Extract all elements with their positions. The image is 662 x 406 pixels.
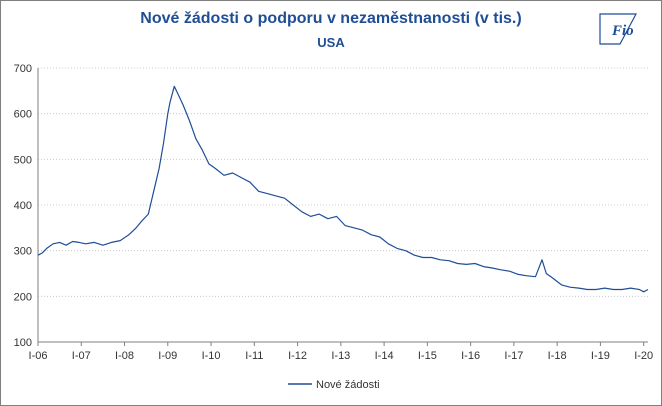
y-tick-label: 600	[14, 109, 32, 121]
fio-logo: Fio	[599, 13, 637, 45]
x-tick-label: I-17	[504, 350, 523, 362]
x-tick-label: I-09	[158, 350, 177, 362]
series-line	[37, 85, 649, 293]
x-tick-label: I-10	[202, 350, 221, 362]
svg-text:Fio: Fio	[611, 23, 634, 39]
y-tick-label: 700	[14, 63, 32, 75]
y-tick-label: 500	[14, 154, 32, 166]
x-tick-label: I-12	[288, 350, 307, 362]
x-tick-label: I-20	[634, 350, 653, 362]
x-tick-label: I-08	[115, 350, 134, 362]
x-tick-label: I-06	[29, 350, 48, 362]
x-tick-label: I-18	[548, 350, 567, 362]
y-tick-label: 200	[14, 291, 32, 303]
legend-label: Nové žádosti	[316, 379, 380, 391]
x-tick-label: I-14	[375, 350, 394, 362]
chart-title: Nové žádosti o podporu v nezaměstnanosti…	[140, 10, 522, 27]
x-tick-label: I-15	[418, 350, 437, 362]
y-tick-label: 400	[14, 200, 32, 212]
x-tick-label: I-19	[591, 350, 610, 362]
x-tick-label: I-11	[245, 350, 263, 362]
chart-subtitle: USA	[317, 35, 345, 50]
y-tick-label: 300	[14, 246, 32, 258]
y-tick-label: 100	[14, 337, 32, 349]
x-tick-label: I-16	[461, 350, 480, 362]
x-tick-label: I-07	[72, 350, 91, 362]
x-tick-label: I-13	[331, 350, 350, 362]
